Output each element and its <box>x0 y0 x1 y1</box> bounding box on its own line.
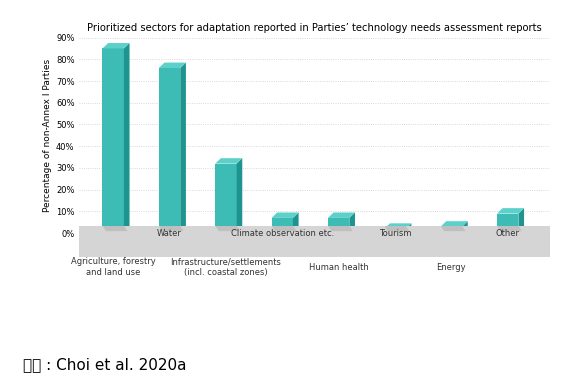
Polygon shape <box>518 208 524 233</box>
Polygon shape <box>272 218 293 233</box>
Text: Other: Other <box>496 229 520 238</box>
Polygon shape <box>462 221 468 233</box>
Text: Infrastructure/settlements
(incl. coastal zones): Infrastructure/settlements (incl. coasta… <box>171 258 281 277</box>
Polygon shape <box>103 49 124 233</box>
Polygon shape <box>272 226 297 231</box>
Polygon shape <box>159 68 180 233</box>
Text: 출처 : Choi et al. 2020a: 출처 : Choi et al. 2020a <box>23 357 186 372</box>
Polygon shape <box>406 223 411 233</box>
Text: Human health: Human health <box>309 262 369 271</box>
Y-axis label: Percentage of non-Annex I Parties: Percentage of non-Annex I Parties <box>43 59 52 212</box>
Polygon shape <box>180 62 186 233</box>
Title: Prioritized sectors for adaptation reported in Parties’ technology needs assessm: Prioritized sectors for adaptation repor… <box>87 23 542 33</box>
Polygon shape <box>441 227 462 233</box>
Polygon shape <box>497 214 518 233</box>
Polygon shape <box>384 223 411 229</box>
Polygon shape <box>79 226 557 233</box>
Polygon shape <box>272 212 299 218</box>
Polygon shape <box>293 212 299 233</box>
Polygon shape <box>349 212 355 233</box>
Text: Water: Water <box>157 229 182 238</box>
Polygon shape <box>328 218 349 233</box>
Text: Energy: Energy <box>437 262 466 271</box>
Polygon shape <box>441 226 466 231</box>
Polygon shape <box>441 221 468 227</box>
Text: Tourism: Tourism <box>379 229 411 238</box>
Polygon shape <box>550 226 557 265</box>
Polygon shape <box>215 226 240 231</box>
Text: Agriculture, forestry
and land use: Agriculture, forestry and land use <box>71 258 155 277</box>
Polygon shape <box>328 212 355 218</box>
Polygon shape <box>124 43 129 233</box>
Text: Climate observation etc.: Climate observation etc. <box>231 229 334 238</box>
Polygon shape <box>497 208 524 214</box>
Polygon shape <box>328 226 353 231</box>
Polygon shape <box>236 158 242 233</box>
Polygon shape <box>103 226 127 231</box>
Polygon shape <box>384 229 406 233</box>
Polygon shape <box>215 164 236 233</box>
Polygon shape <box>159 62 186 68</box>
Polygon shape <box>384 226 409 231</box>
Polygon shape <box>215 158 242 164</box>
Polygon shape <box>79 226 550 257</box>
Polygon shape <box>103 43 129 49</box>
Polygon shape <box>497 226 522 231</box>
Polygon shape <box>159 226 184 231</box>
